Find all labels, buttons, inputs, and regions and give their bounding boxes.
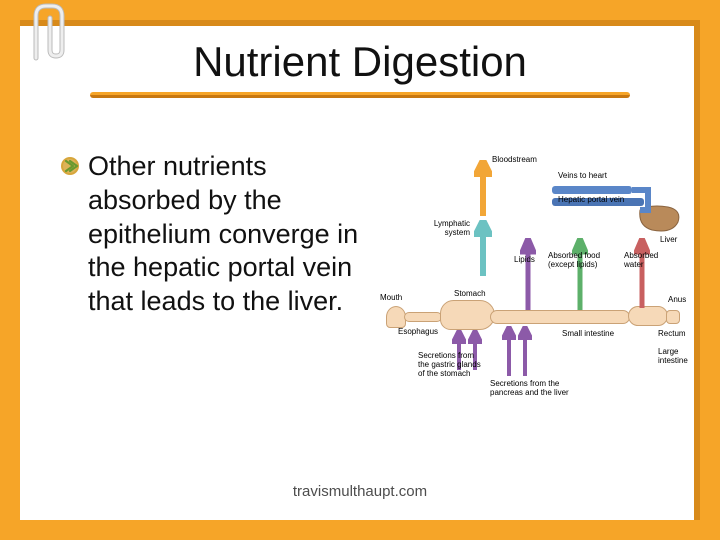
stomach-shape xyxy=(440,300,495,330)
lymphatic-arrow-icon xyxy=(474,220,492,276)
arrow-bullet-icon xyxy=(60,156,80,176)
lipids-arrow-icon xyxy=(520,238,536,310)
bloodstream-arrow-icon xyxy=(474,160,492,216)
page-title: Nutrient Digestion xyxy=(193,38,527,92)
lipids-label: Lipids xyxy=(514,256,535,265)
rectum-label: Rectum xyxy=(658,330,686,339)
bloodstream-label: Bloodstream xyxy=(492,156,537,165)
large-intestine-shape xyxy=(628,306,668,326)
lymphatic-label: Lymphatic system xyxy=(420,220,470,238)
bullet-text: Other nutrients absorbed by the epitheli… xyxy=(88,150,360,319)
pancreas-arrow-2-icon xyxy=(518,326,532,376)
veins-label: Veins to heart xyxy=(558,172,607,181)
absorbed-food-label: Absorbed food (except lipids) xyxy=(548,252,600,270)
absorbed-food-arrow-icon xyxy=(572,238,588,310)
slide: Nutrient Digestion Other nutrients absor… xyxy=(0,0,720,540)
stomach-label: Stomach xyxy=(454,290,486,299)
small-intestine-shape xyxy=(490,310,630,324)
liver-label: Liver xyxy=(660,236,677,245)
esophagus-label: Esophagus xyxy=(398,328,438,337)
digestion-diagram: Bloodstream Lymphatic system Veins to he… xyxy=(380,150,690,410)
veins-icon xyxy=(552,182,672,242)
body-text: Other nutrients absorbed by the epitheli… xyxy=(60,150,360,319)
bullet-item: Other nutrients absorbed by the epitheli… xyxy=(60,150,360,319)
small-intestine-label: Small intestine xyxy=(562,330,614,339)
mouth-label: Mouth xyxy=(380,294,402,303)
title-underline xyxy=(90,92,630,98)
mouth-shape xyxy=(386,306,406,328)
absorbed-water-arrow-icon xyxy=(634,238,650,308)
pancreas-secretions-label: Secretions from the pancreas and the liv… xyxy=(490,380,569,398)
footer-text: travismulthaupt.com xyxy=(0,483,720,500)
title-area: Nutrient Digestion xyxy=(0,38,720,98)
esophagus-shape xyxy=(404,312,442,322)
large-intestine-label: Large intestine xyxy=(658,348,688,366)
gastric-secretions-label: Secretions from the gastric glands of th… xyxy=(418,352,481,378)
pancreas-arrow-1-icon xyxy=(502,326,516,376)
hepatic-label: Hepatic portal vein xyxy=(558,196,624,205)
absorbed-water-label: Absorbed water xyxy=(624,252,658,270)
rectum-shape xyxy=(666,310,680,324)
anus-label: Anus xyxy=(668,296,686,305)
